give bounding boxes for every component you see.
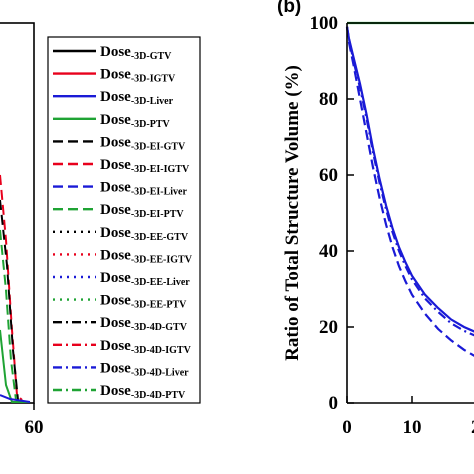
panel-b: (b) Ratio of Total Structure Volume (%) … (277, 0, 474, 438)
legend-entry: Dose-3D-4D-GTV (53, 315, 188, 333)
legend-label: Dose-3D-Liver (100, 89, 174, 107)
legend-label: Dose-3D-EI-GTV (100, 134, 186, 152)
panel-a-x-tick-label: 60 (25, 417, 44, 438)
legend-label: Dose-3D-EI-PTV (100, 202, 184, 220)
series-line (345, 26, 474, 337)
legend-entry: Dose-3D-GTV (53, 44, 172, 62)
panel-a-curves (0, 174, 31, 403)
legend-entry: Dose-3D-EE-IGTV (53, 247, 193, 265)
series-line (345, 26, 474, 357)
legend-entry: Dose-3D-4D-Liver (53, 360, 189, 378)
panel-a-curve (0, 394, 31, 403)
series-line (345, 26, 474, 333)
legend-entry: Dose-3D-4D-PTV (53, 383, 186, 401)
legend-entry: Dose-3D-EI-PTV (53, 202, 184, 220)
panel-a-curve (0, 199, 19, 401)
y-tick-label: 0 (329, 393, 339, 414)
legend-label: Dose-3D-EE-PTV (100, 293, 187, 311)
panel-a-curve (0, 174, 23, 401)
panel-a-curve (0, 229, 17, 401)
panel-a-plot-area (0, 22, 35, 404)
legend-label: Dose-3D-4D-IGTV (100, 338, 192, 356)
legend-label: Dose-3D-EE-GTV (100, 225, 189, 243)
legend-entry: Dose-3D-IGTV (53, 67, 176, 85)
legend-entry: Dose-3D-EE-GTV (53, 225, 189, 243)
legend-entry: Dose-3D-Liver (53, 89, 174, 107)
legend-label: Dose-3D-4D-Liver (100, 360, 189, 378)
legend-entry: Dose-3D-EE-Liver (53, 270, 190, 288)
y-tick-label: 60 (319, 165, 338, 186)
y-tick-label: 40 (319, 241, 338, 262)
x-tick-label: 2 (471, 417, 474, 438)
panel-b-y-ticks: 0 20 40 60 80 100 (310, 13, 354, 414)
legend-label: Dose-3D-PTV (100, 112, 170, 130)
legend-box (47, 36, 201, 404)
legend-label: Dose-3D-IGTV (100, 67, 176, 85)
legend: Dose-3D-GTV Dose-3D-IGTV Dose-3D-Liver Dose… (47, 36, 201, 404)
x-tick-label: 0 (342, 417, 352, 438)
panel-a-x-ticks: 60 (25, 403, 44, 438)
legend-label: Dose-3D-4D-GTV (100, 315, 188, 333)
legend-entry: Dose-3D-PTV (53, 112, 170, 130)
legend-entry: Dose-3D-EI-Liver (53, 180, 187, 198)
legend-label: Dose-3D-GTV (100, 44, 172, 62)
panel-b-y-axis-label: Ratio of Total Structure Volume (%) (282, 65, 303, 361)
legend-entry: Dose-3D-EI-IGTV (53, 157, 190, 175)
panel-a: 60 (0, 22, 44, 438)
x-tick-label: 10 (403, 417, 422, 438)
panel-b-curves (345, 21, 474, 357)
legend-label: Dose-3D-EE-Liver (100, 270, 190, 288)
y-tick-label: 100 (310, 13, 339, 34)
y-tick-label: 80 (319, 89, 338, 110)
legend-label: Dose-3D-EI-Liver (100, 180, 187, 198)
legend-entry: Dose-3D-EI-GTV (53, 134, 186, 152)
legend-entry: Dose-3D-4D-IGTV (53, 338, 192, 356)
legend-label: Dose-3D-4D-PTV (100, 383, 186, 401)
legend-label: Dose-3D-EI-IGTV (100, 157, 190, 175)
legend-label: Dose-3D-EE-IGTV (100, 247, 193, 265)
panel-b-label: (b) (277, 0, 301, 17)
y-tick-label: 20 (319, 317, 338, 338)
panel-a-curve (0, 329, 30, 403)
legend-entry: Dose-3D-EE-PTV (53, 293, 187, 311)
